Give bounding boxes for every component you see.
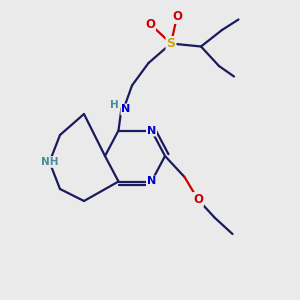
Text: N: N [122, 104, 130, 115]
Text: O: O [145, 17, 155, 31]
Text: S: S [167, 37, 176, 50]
Text: N: N [147, 125, 156, 136]
Text: O: O [193, 193, 203, 206]
Text: O: O [172, 10, 182, 23]
Text: N: N [147, 176, 156, 187]
Text: H: H [110, 100, 118, 110]
Text: NH: NH [41, 157, 58, 167]
